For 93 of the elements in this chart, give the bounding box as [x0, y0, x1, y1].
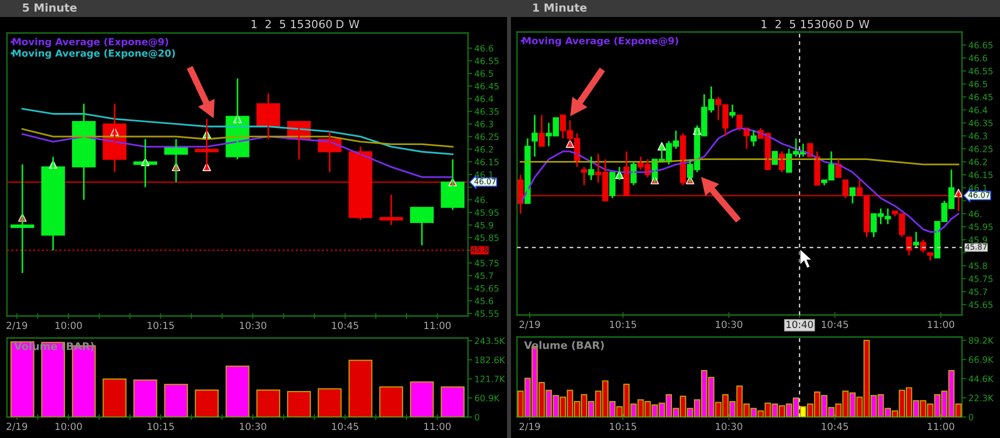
- x-tick-label: 10:40: [786, 320, 813, 328]
- legend-label: Moving Average (Expone@9): [522, 36, 678, 46]
- y-tick-label: 46.2: [474, 146, 493, 153]
- y-tick-label: 44.6K: [968, 375, 994, 382]
- y-tick-label: 66.9K: [968, 356, 994, 363]
- y-tick-label: 46.15: [968, 172, 993, 178]
- text: 1: [252, 20, 257, 28]
- y-tick-label: 0: [968, 414, 974, 420]
- x-tick-label: 10:45: [332, 422, 358, 430]
- x-tick-label: 11:00: [928, 320, 954, 328]
- y-tick-label: 45.95: [474, 209, 499, 216]
- y-tick-label: 46.1: [968, 184, 987, 192]
- legend-label: Moving Average (Expone@9): [12, 38, 168, 48]
- text: 1: [762, 20, 767, 28]
- y-tick-label: 45.75: [474, 260, 499, 266]
- y-tick-label: 46.35: [474, 108, 499, 115]
- text: D: [336, 20, 344, 28]
- y-tick-label: 45.7: [474, 272, 493, 280]
- x-tick-label: 10:30: [240, 322, 266, 330]
- y-tick-label: 182.6K: [475, 356, 506, 364]
- y-tick-label: 89.2K: [968, 337, 994, 344]
- x-tick-label: 2/19: [6, 322, 28, 330]
- chart-title: 5 Minute: [22, 3, 77, 12]
- y-tick-label: 45.9: [968, 236, 988, 244]
- y-tick-label: 46.5: [474, 70, 493, 77]
- y-tick-label: 60.9K: [474, 394, 500, 402]
- legend-label: Moving Average (Expone@20): [12, 49, 175, 59]
- text: 5: [280, 20, 286, 28]
- y-tick-label: 46.: [474, 196, 488, 204]
- x-tick-label: 2/19: [520, 422, 540, 431]
- x-tick-label: 11:00: [424, 422, 451, 430]
- text: W: [858, 20, 870, 28]
- y-tick-label: 46.35: [968, 120, 993, 126]
- y-tick-label: 46.3: [968, 132, 988, 140]
- y-tick-label: 46.6: [474, 44, 494, 52]
- x-tick-label: 10:45: [822, 320, 848, 328]
- y-tick-label: 243.5K: [474, 337, 506, 344]
- x-tick-label: 10:45: [822, 422, 848, 430]
- y-tick-label: 121.7K: [475, 376, 506, 382]
- x-tick-label: 10:00: [56, 322, 82, 330]
- y-tick-label: 46.25: [474, 133, 499, 140]
- y-tick-label: 45.9: [474, 222, 494, 228]
- x-tick-label: 10:00: [56, 422, 82, 430]
- x-tick-label: 11:00: [424, 322, 451, 330]
- chart-title: Volume (BAR): [524, 341, 604, 350]
- y-tick-label: 46.2: [968, 158, 987, 166]
- x-tick-label: 10:15: [610, 422, 636, 430]
- y-tick-label: 45.6: [474, 298, 494, 304]
- text: 30: [304, 20, 318, 28]
- x-tick-label: 2/19: [6, 422, 28, 431]
- text: 15: [291, 20, 303, 28]
- x-tick-label: 10:15: [148, 322, 174, 330]
- x-tick-label: 2/19: [520, 320, 540, 329]
- y-tick-label: 45.8: [968, 262, 988, 270]
- text: 60: [829, 20, 842, 28]
- x-tick-label: 10:15: [610, 320, 636, 328]
- y-tick-label: 45.75: [968, 276, 993, 282]
- y-tick-label: 46.5: [968, 80, 987, 88]
- x-tick-label: 10:15: [148, 422, 174, 430]
- y-tick-label: 45.95: [968, 224, 993, 230]
- y-tick-label: 46.: [968, 210, 982, 218]
- chart-title: 1 Minute: [533, 3, 587, 12]
- y-tick-label: 46.45: [968, 94, 993, 100]
- y-tick-label: 45.85: [474, 234, 499, 242]
- y-tick-label: 46.55: [474, 58, 499, 64]
- y-tick-label: 46.25: [968, 146, 993, 152]
- y-tick-label: 45.65: [968, 301, 993, 308]
- y-tick-label: 46.4: [474, 96, 494, 102]
- x-tick-label: 10:30: [716, 422, 742, 430]
- y-tick-label: 46.65: [968, 42, 993, 48]
- y-tick-label: 46.4: [968, 106, 988, 114]
- text: 2: [266, 20, 271, 28]
- y-tick-label: 45.7: [968, 288, 987, 296]
- x-tick-label: 10:45: [332, 322, 358, 330]
- text: D: [846, 20, 854, 28]
- y-tick-label: 46.55: [968, 68, 993, 74]
- text: 30: [814, 20, 828, 28]
- y-tick-label: 46.15: [474, 158, 499, 166]
- y-tick-label: 0: [474, 414, 480, 420]
- x-tick-label: 10:30: [240, 422, 266, 430]
- y-tick-label: 45.55: [474, 310, 499, 317]
- y-tick-label: 45.65: [474, 285, 499, 292]
- text: 60: [319, 20, 332, 28]
- y-tick-label: 22.3K: [968, 394, 994, 402]
- x-tick-label: 11:00: [928, 422, 954, 430]
- x-tick-label: 10:30: [716, 320, 742, 328]
- text: 2: [776, 20, 781, 28]
- y-tick-label: 46.6: [968, 54, 988, 62]
- text: W: [348, 20, 360, 28]
- text: 15: [801, 20, 813, 28]
- text: 5: [790, 20, 796, 28]
- y-tick-label: 46.3: [474, 120, 494, 128]
- y-tick-label: 46.45: [474, 82, 499, 90]
